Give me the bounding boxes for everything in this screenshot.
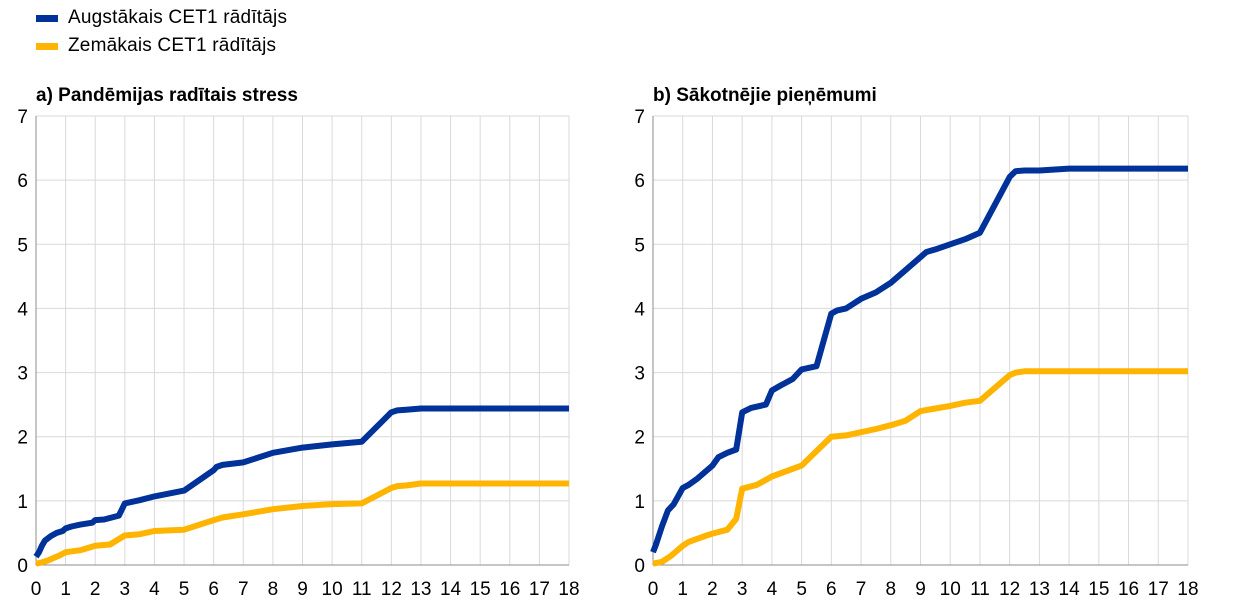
legend-item-low-cet1: Zemākais CET1 rādītājs: [36, 32, 287, 60]
x-tick-label: 14: [440, 579, 462, 600]
x-tick-label: 11: [352, 579, 372, 600]
x-tick-label: 9: [297, 579, 308, 600]
x-tick-label: 11: [970, 579, 990, 600]
x-tick-label: 18: [558, 579, 579, 600]
x-tick-label: 4: [767, 579, 778, 600]
series-line-high-cet1: [33, 405, 569, 559]
x-tick-label: 6: [826, 579, 837, 600]
x-tick-label: 1: [60, 579, 71, 600]
x-tick-label: 9: [915, 579, 926, 600]
y-tick-label: 3: [17, 364, 28, 385]
x-tick-label: 14: [1059, 579, 1081, 600]
x-tick-label: 12: [999, 579, 1020, 600]
y-tick-label: 7: [17, 107, 28, 128]
x-tick-label: 18: [1177, 579, 1198, 600]
x-tick-label: 2: [707, 579, 718, 600]
x-tick-label: 0: [31, 579, 42, 600]
x-tick-label: 16: [499, 579, 520, 600]
x-tick-label: 10: [322, 579, 343, 600]
y-tick-label: 1: [17, 492, 28, 513]
x-tick-label: 13: [410, 579, 431, 600]
x-tick-label: 16: [1118, 579, 1139, 600]
x-tick-label: 4: [149, 579, 160, 600]
x-tick-label: 15: [470, 579, 491, 600]
x-tick-label: 5: [179, 579, 190, 600]
y-tick-label: 0: [17, 556, 28, 577]
legend-label-low-cet1: Zemākais CET1 rādītājs: [68, 35, 277, 56]
x-tick-label: 17: [1148, 579, 1169, 600]
x-tick-label: 2: [90, 579, 101, 600]
y-tick-label: 5: [634, 235, 645, 256]
x-tick-label: 3: [737, 579, 748, 600]
x-tick-label: 7: [238, 579, 249, 600]
x-tick-label: 7: [856, 579, 867, 600]
y-tick-label: 4: [17, 299, 28, 320]
y-tick-label: 6: [17, 171, 28, 192]
panel-title: a) Pandēmijas radītais stress: [36, 85, 298, 106]
x-tick-label: 0: [648, 579, 659, 600]
series-line-low-cet1: [652, 368, 1188, 567]
series-line-low-cet1: [35, 480, 569, 567]
legend-swatch-low-cet1: [36, 42, 58, 50]
y-tick-label: 2: [17, 428, 28, 449]
y-tick-label: 4: [634, 299, 645, 320]
y-tick-label: 3: [634, 364, 645, 385]
x-tick-label: 8: [885, 579, 896, 600]
x-tick-label: 8: [268, 579, 279, 600]
legend-swatch-high-cet1: [36, 14, 58, 22]
x-tick-label: 12: [381, 579, 402, 600]
y-tick-label: 1: [634, 492, 645, 513]
legend-item-high-cet1: Augstākais CET1 rādītājs: [36, 4, 287, 32]
x-tick-label: 15: [1088, 579, 1109, 600]
x-tick-label: 6: [208, 579, 219, 600]
legend-label-high-cet1: Augstākais CET1 rādītājs: [68, 7, 288, 28]
x-tick-label: 13: [1029, 579, 1050, 600]
y-tick-label: 7: [634, 107, 645, 128]
y-tick-label: 0: [634, 556, 645, 577]
y-tick-label: 6: [634, 171, 645, 192]
y-tick-label: 2: [634, 428, 645, 449]
panel-title: b) Sākotnējie pieņēmumi: [653, 85, 877, 106]
x-tick-label: 10: [940, 579, 961, 600]
x-tick-label: 17: [529, 579, 550, 600]
y-tick-label: 5: [17, 235, 28, 256]
x-tick-label: 3: [120, 579, 131, 600]
series-line-high-cet1: [650, 165, 1188, 554]
x-tick-label: 5: [796, 579, 807, 600]
x-tick-label: 1: [677, 579, 688, 600]
legend: Augstākais CET1 rādītājs Zemākais CET1 r…: [36, 4, 287, 60]
